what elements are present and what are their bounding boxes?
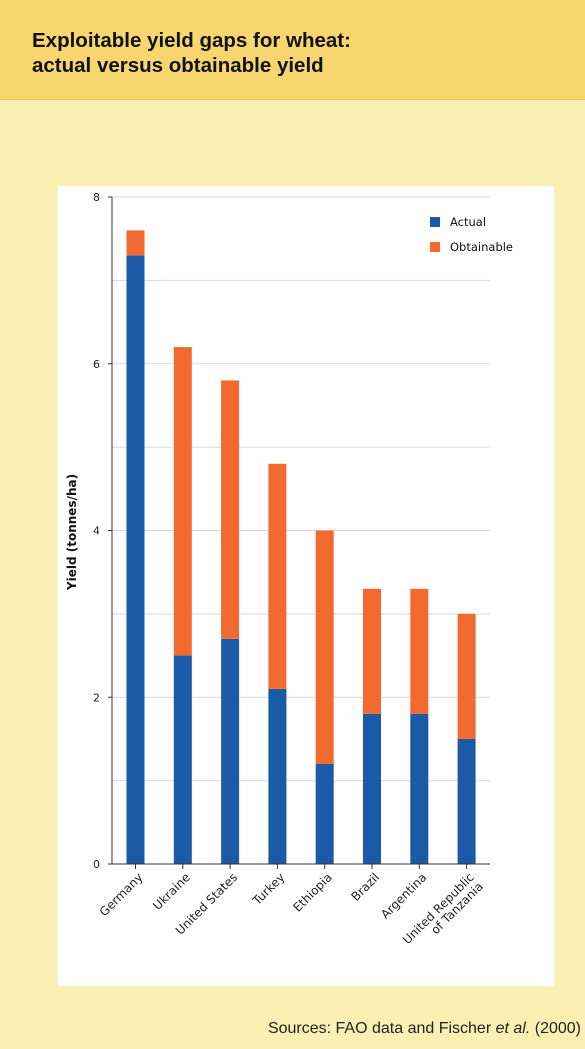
y-tick-label: 8: [93, 191, 100, 204]
x-tick-label-line: Brazil: [349, 870, 383, 904]
bar-actual: [268, 688, 287, 864]
x-tick-label: Turkey: [249, 870, 287, 908]
legend: Actual Obtainable: [430, 215, 513, 254]
legend-swatch: [430, 217, 440, 227]
sources-etal: et al.: [495, 1020, 531, 1037]
x-tick-label: Ethiopia: [290, 870, 334, 914]
grid-layer: [112, 196, 490, 782]
x-tick-label: Argentina: [378, 870, 429, 921]
legend-label: Obtainable: [450, 240, 513, 254]
sources-prefix: Sources: FAO data and Fischer: [267, 1020, 496, 1037]
title-line-2: actual versus obtainable yield: [32, 54, 324, 77]
x-tick-label-line: Ethiopia: [290, 870, 334, 914]
bar-obtainable: [268, 463, 287, 689]
y-tick-label: 2: [93, 691, 100, 704]
y-tick-label: 4: [93, 525, 100, 538]
bar-obtainable: [315, 530, 334, 764]
bar-layer: [126, 230, 476, 865]
bar-obtainable: [457, 613, 476, 739]
bar-actual: [173, 655, 192, 864]
x-tick-label: Germany: [97, 870, 146, 919]
bar-actual: [126, 255, 145, 865]
bar-obtainable: [173, 347, 192, 656]
title-line-1: Exploitable yield gaps for wheat:: [32, 29, 351, 52]
bar-obtainable: [126, 230, 145, 256]
sources-suffix: (2000): [530, 1020, 581, 1037]
bar-actual: [457, 738, 476, 864]
x-tick-label-line: Turkey: [249, 870, 287, 908]
bar-obtainable: [410, 588, 429, 714]
y-tick-label: 0: [93, 858, 100, 871]
bar-obtainable: [363, 588, 381, 714]
bar-obtainable: [221, 380, 240, 639]
y-tick-label: 6: [93, 358, 100, 371]
bar-actual: [363, 713, 381, 864]
sources-note: Sources: FAO data and Fischer et al. (20…: [268, 1020, 581, 1038]
x-tick-label: Ukraine: [150, 870, 193, 913]
y-axis-label: Yield (tonnes/ha): [65, 474, 79, 591]
chart-title: Exploitable yield gaps for wheat: actual…: [32, 28, 562, 78]
bar-actual: [410, 713, 429, 864]
x-tick-label: Brazil: [349, 870, 383, 904]
axis-layer: [108, 196, 490, 869]
legend-swatch: [430, 242, 440, 252]
x-tick-label-line: Ukraine: [150, 870, 193, 913]
bar-actual: [315, 763, 334, 864]
header-band: Exploitable yield gaps for wheat: actual…: [0, 0, 585, 100]
legend-label: Actual: [450, 215, 486, 229]
bar-actual: [221, 638, 240, 864]
x-tick-label-line: Germany: [97, 870, 146, 919]
x-tick-label-line: Argentina: [378, 870, 429, 921]
